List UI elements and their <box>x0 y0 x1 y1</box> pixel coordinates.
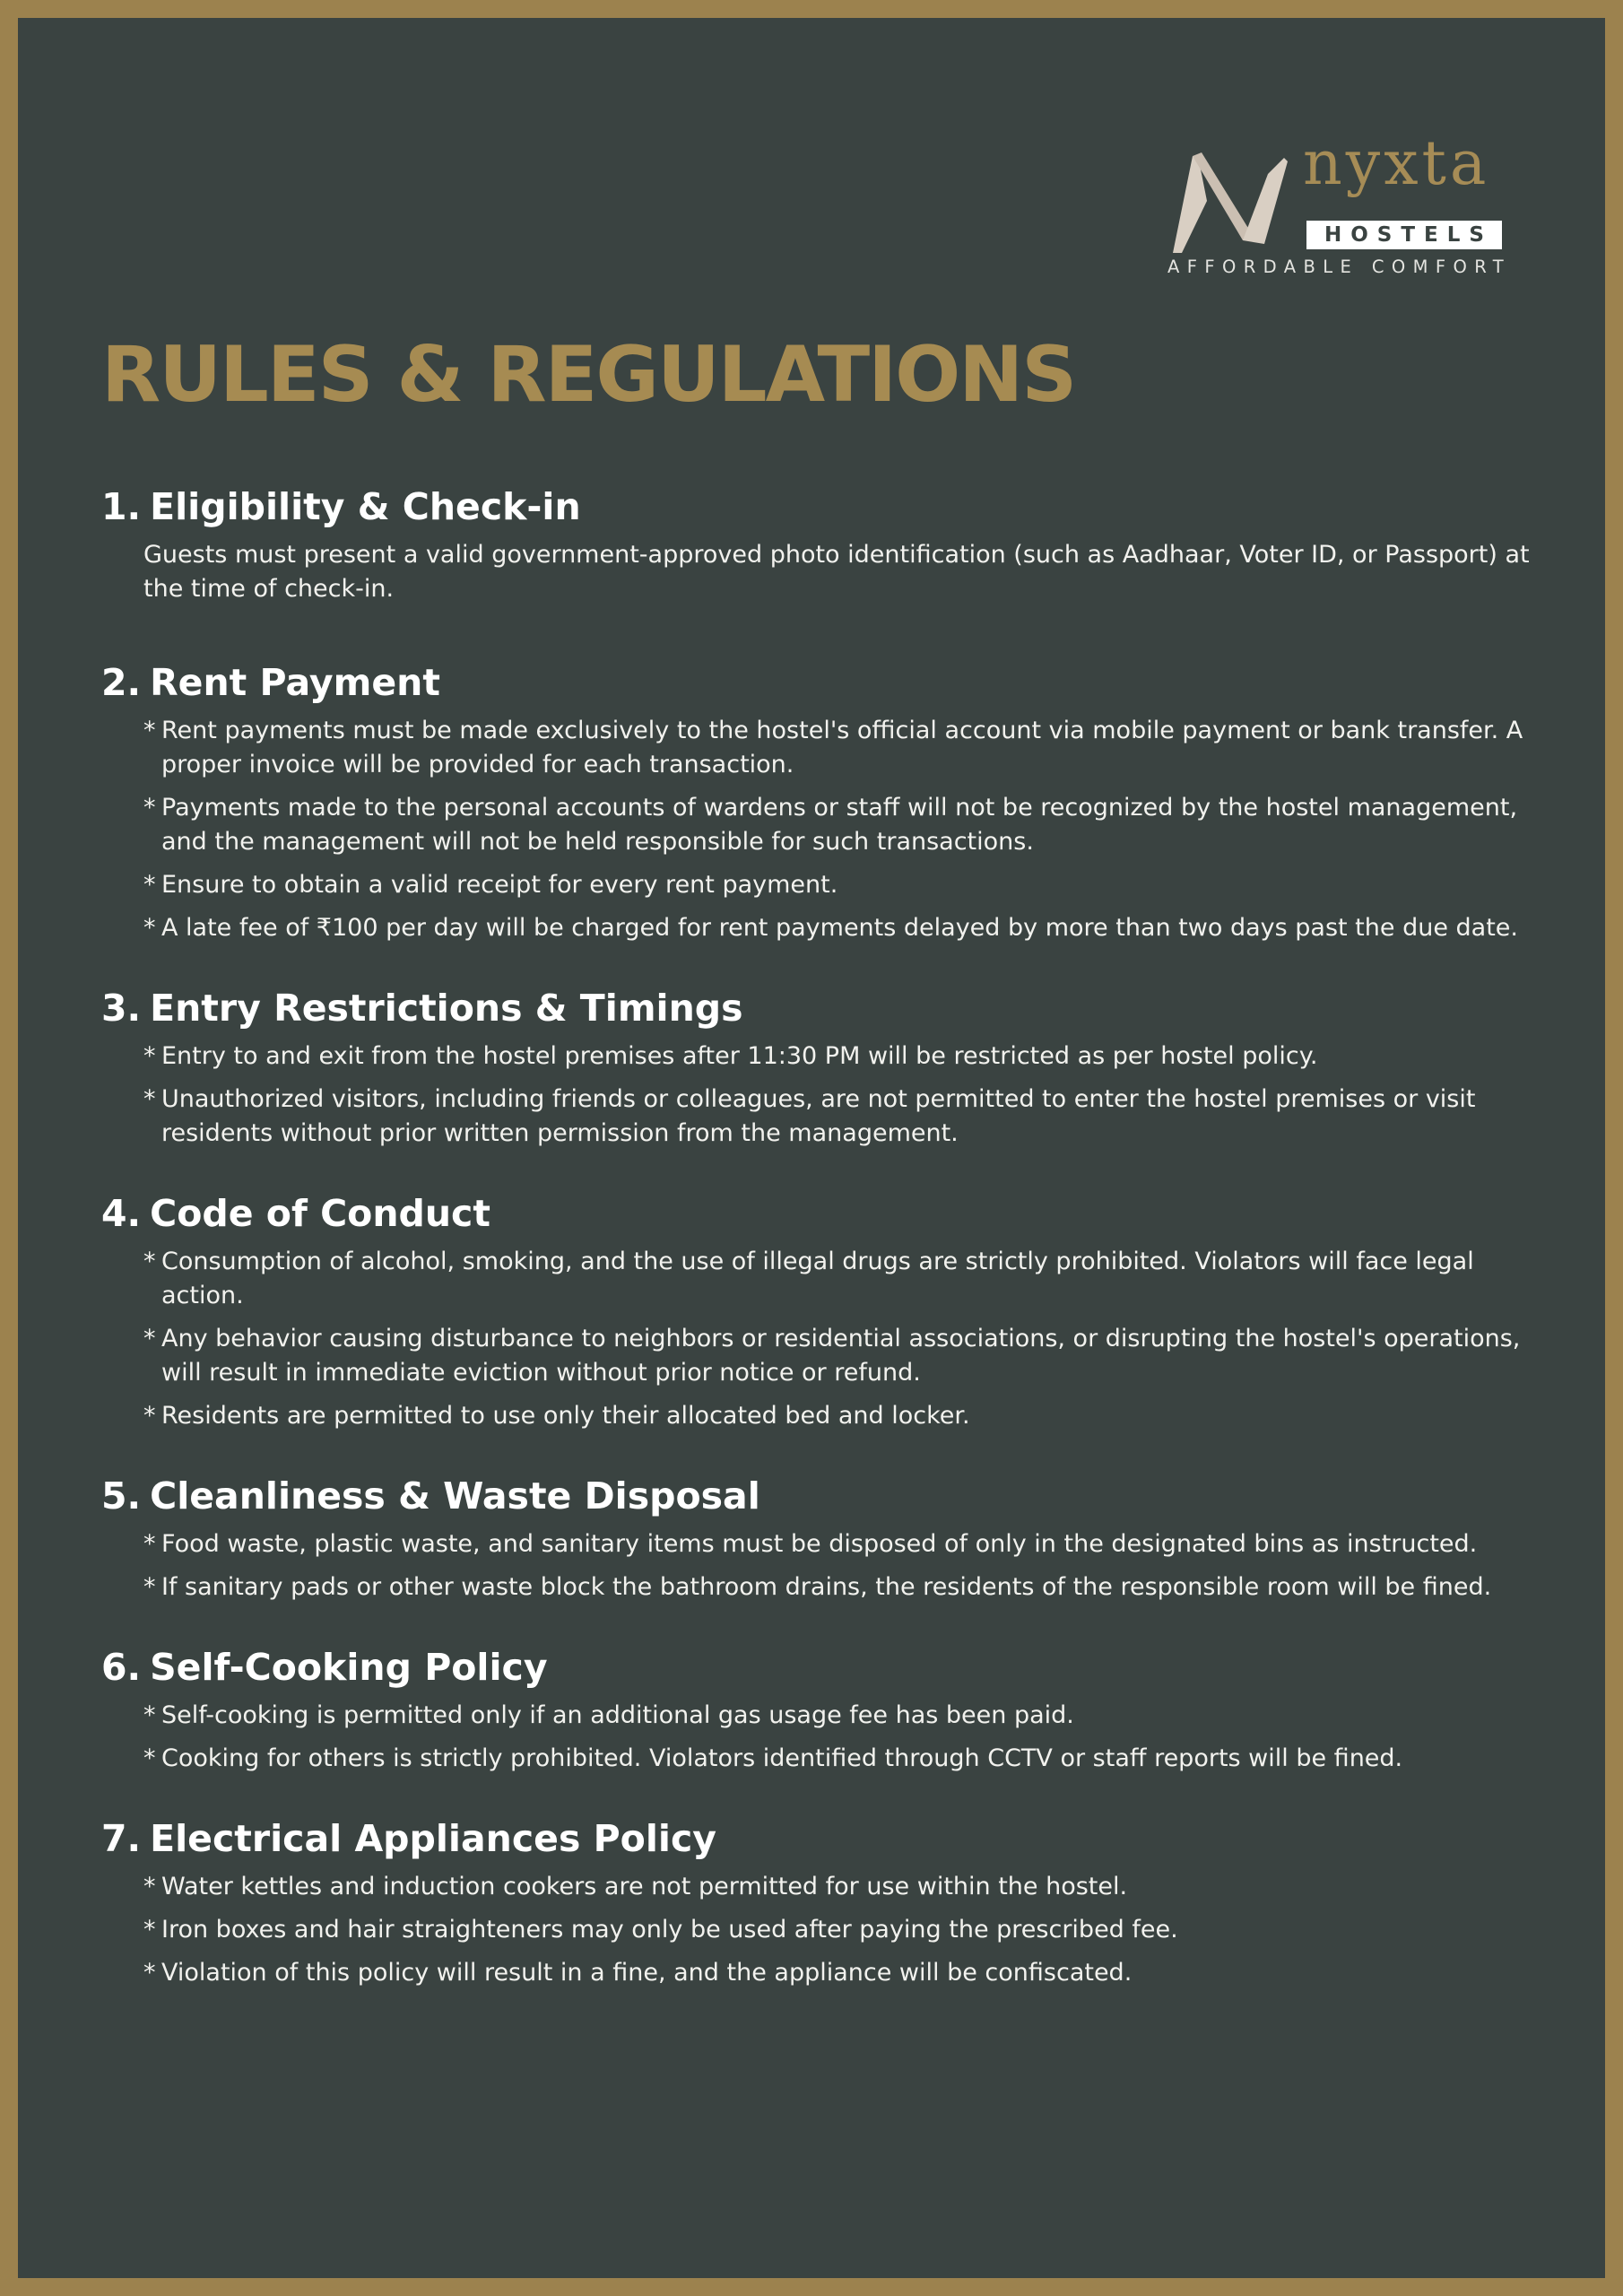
rule-item: Payments made to the personal accounts o… <box>143 791 1545 859</box>
section-title: Rent Payment <box>150 661 440 704</box>
section-eligibility: 1. Eligibility & Check-in Guests must pre… <box>101 484 1545 606</box>
section-electrical-appliances: 7.Electrical Appliances Policy Water ket… <box>101 1816 1545 1990</box>
rule-item: Unauthorized visitors, including friends… <box>143 1083 1545 1151</box>
rule-list: Water kettles and induction cookers are … <box>101 1870 1545 1990</box>
section-cleanliness: 5.Cleanliness & Waste Disposal Food wast… <box>101 1474 1545 1605</box>
nyxta-n-mark-icon <box>1173 152 1288 253</box>
section-number: 1. <box>101 485 142 528</box>
section-rent-payment: 2.Rent Payment Rent payments must be mad… <box>101 660 1545 945</box>
rule-item: If sanitary pads or other waste block th… <box>143 1570 1545 1605</box>
rule-list: Self-cooking is permitted only if an add… <box>101 1699 1545 1776</box>
page-title: RULES & REGULATIONS <box>101 330 1077 420</box>
section-heading: 3. Entry Restrictions & Timings <box>101 986 1545 1031</box>
rule-list: Food waste, plastic waste, and sanitary … <box>101 1527 1545 1605</box>
rule-item: Food waste, plastic waste, and sanitary … <box>143 1527 1545 1561</box>
rule-item: Cooking for others is strictly prohibite… <box>143 1742 1545 1776</box>
section-title: Code of Conduct <box>150 1192 490 1235</box>
rule-list: Consumption of alcohol, smoking, and the… <box>101 1245 1545 1433</box>
rule-item: Violation of this policy will result in … <box>143 1956 1545 1990</box>
section-self-cooking: 6.Self-Cooking Policy Self-cooking is pe… <box>101 1645 1545 1776</box>
rule-item: A late fee of ₹100 per day will be charg… <box>143 911 1545 945</box>
section-number: 6. <box>101 1646 142 1689</box>
rule-item: Any behavior causing disturbance to neig… <box>143 1322 1545 1390</box>
rule-list: Rent payments must be made exclusively t… <box>101 714 1545 945</box>
rule-item: Rent payments must be made exclusively t… <box>143 714 1545 782</box>
nyxta-logo: nyxta HOSTELS AFFORDABLE COMFORT <box>1148 124 1533 294</box>
rule-item: Entry to and exit from the hostel premis… <box>143 1039 1545 1074</box>
rules-document: nyxta HOSTELS AFFORDABLE COMFORT RULES &… <box>18 18 1605 2278</box>
section-number: 5. <box>101 1474 142 1518</box>
section-heading: 2. Rent Payment <box>101 660 1545 705</box>
section-title: Electrical Appliances Policy <box>150 1817 716 1860</box>
section-heading: 6. Self-Cooking Policy <box>101 1645 1545 1690</box>
section-title: Entry Restrictions & Timings <box>150 987 743 1030</box>
section-number: 2. <box>101 661 142 704</box>
rule-item: Self-cooking is permitted only if an add… <box>143 1699 1545 1733</box>
section-title: Cleanliness & Waste Disposal <box>150 1474 760 1518</box>
rule-list: Entry to and exit from the hostel premis… <box>101 1039 1545 1151</box>
section-heading: 5. Cleanliness & Waste Disposal <box>101 1474 1545 1518</box>
rule-item: Water kettles and induction cookers are … <box>143 1870 1545 1904</box>
section-title: Self-Cooking Policy <box>150 1646 548 1689</box>
section-heading: 1. Eligibility & Check-in <box>101 484 1545 529</box>
rule-item: Iron boxes and hair straighteners may on… <box>143 1913 1545 1947</box>
brand-tagline: AFFORDABLE COMFORT <box>1167 257 1512 277</box>
section-heading: 4. Code of Conduct <box>101 1191 1545 1236</box>
section-title: Eligibility & Check-in <box>150 485 581 528</box>
section-heading: 7. Electrical Appliances Policy <box>101 1816 1545 1861</box>
section-number: 3. <box>101 987 142 1030</box>
rule-item: Residents are permitted to use only thei… <box>143 1399 1545 1433</box>
rule-item: Ensure to obtain a valid receipt for eve… <box>143 868 1545 902</box>
rules-content: 1. Eligibility & Check-in Guests must pre… <box>101 484 1545 2031</box>
brand-name: nyxta <box>1303 128 1490 199</box>
section-paragraph: Guests must present a valid government-a… <box>143 541 1530 603</box>
section-number: 7. <box>101 1817 142 1860</box>
brand-badge: HOSTELS <box>1306 221 1502 249</box>
rule-item: Consumption of alcohol, smoking, and the… <box>143 1245 1545 1313</box>
section-code-of-conduct: 4.Code of Conduct Consumption of alcohol… <box>101 1191 1545 1433</box>
section-entry-restrictions: 3.Entry Restrictions & Timings Entry to … <box>101 986 1545 1151</box>
section-number: 4. <box>101 1192 142 1235</box>
